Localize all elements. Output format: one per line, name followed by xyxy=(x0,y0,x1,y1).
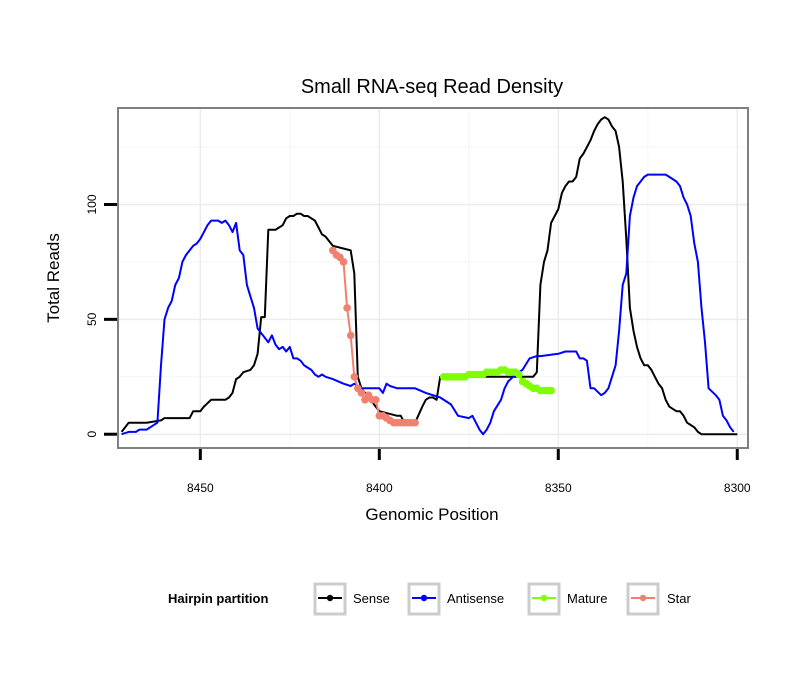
point-star xyxy=(350,373,359,381)
point-mature xyxy=(547,386,555,395)
plot-border xyxy=(117,107,749,449)
y-tick-label: 50 xyxy=(85,312,99,326)
series-line-antisense xyxy=(121,173,735,436)
legend-key-antisense-marker xyxy=(420,594,428,602)
x-tick-label: 8400 xyxy=(366,481,393,495)
point-star xyxy=(339,258,348,266)
legend-key-sense-marker xyxy=(326,594,334,602)
legend-item-star: Star xyxy=(626,582,692,616)
legend-item-mature: Mature xyxy=(527,582,607,616)
x-axis-label: Genomic Position xyxy=(365,505,498,524)
legend-label-sense: Sense xyxy=(353,591,390,606)
legend-item-antisense: Antisense xyxy=(407,582,504,616)
point-star xyxy=(357,389,366,397)
point-star xyxy=(343,304,351,312)
legend-label-antisense: Antisense xyxy=(447,591,504,606)
plot-series xyxy=(120,116,738,436)
point-star xyxy=(411,418,419,427)
y-axis-label: Total Reads xyxy=(44,233,63,323)
series-line-sense xyxy=(120,116,738,436)
grid-lines xyxy=(118,108,748,448)
point-star xyxy=(346,331,355,340)
x-tick-label: 8450 xyxy=(187,481,214,495)
legend: Hairpin partition Sense Antisense Mature… xyxy=(168,582,692,616)
legend-item-sense: Sense xyxy=(313,582,390,616)
legend-title: Hairpin partition xyxy=(168,591,268,606)
y-tick-label: 0 xyxy=(85,431,99,438)
legend-key-mature-marker xyxy=(540,594,548,602)
point-mature xyxy=(515,370,523,379)
x-tick-label: 8300 xyxy=(724,481,751,495)
y-axis: 0 50 100 xyxy=(85,194,117,438)
legend-label-star: Star xyxy=(667,591,692,606)
legend-label-mature: Mature xyxy=(567,591,607,606)
x-tick-label: 8350 xyxy=(545,481,572,495)
y-tick-label: 100 xyxy=(85,194,99,214)
point-star xyxy=(371,396,380,404)
chart-title: Small RNA-seq Read Density xyxy=(301,76,563,98)
plot-panel xyxy=(118,108,748,448)
legend-key-star-marker xyxy=(639,594,647,602)
x-axis: 8450 8400 8350 8300 xyxy=(187,449,751,495)
